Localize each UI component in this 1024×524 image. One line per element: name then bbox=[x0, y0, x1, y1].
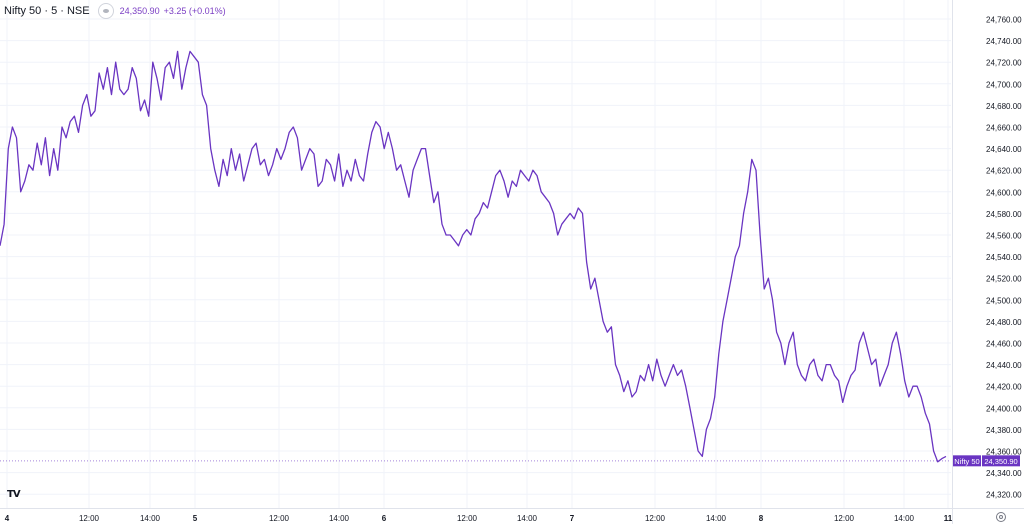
x-tick-label: 14:00 bbox=[140, 514, 161, 523]
y-tick-label: 24,660.00 bbox=[986, 124, 1022, 133]
y-tick-label: 24,700.00 bbox=[986, 80, 1022, 89]
y-tick-label: 24,460.00 bbox=[986, 340, 1022, 349]
last-price: 24,350.90 bbox=[119, 6, 160, 16]
x-tick-label: 5 bbox=[193, 514, 198, 523]
series-name-tag bbox=[953, 455, 981, 467]
y-tick-label: 24,640.00 bbox=[986, 145, 1022, 154]
y-tick-label: 24,620.00 bbox=[986, 167, 1022, 176]
y-tick-label: 24,540.00 bbox=[986, 253, 1022, 262]
x-tick-label: 7 bbox=[570, 514, 575, 523]
x-tick-label: 12:00 bbox=[645, 514, 666, 523]
x-tick-label: 14:00 bbox=[894, 514, 915, 523]
x-tick-label: 12:00 bbox=[269, 514, 290, 523]
y-tick-label: 24,320.00 bbox=[986, 491, 1022, 500]
y-tick-label: 24,500.00 bbox=[986, 296, 1022, 305]
x-tick-label: 12:00 bbox=[79, 514, 100, 523]
y-tick-label: 24,680.00 bbox=[986, 102, 1022, 111]
y-tick-label: 24,480.00 bbox=[986, 318, 1022, 327]
x-tick-label: 12:00 bbox=[834, 514, 855, 523]
x-tick-label: 8 bbox=[759, 514, 764, 523]
last-price-tag bbox=[982, 455, 1020, 467]
x-tick-label: 11 bbox=[944, 514, 953, 523]
last-price-label: 24,350.90 bbox=[984, 457, 1017, 466]
y-tick-label: 24,340.00 bbox=[986, 469, 1022, 478]
y-tick-label: 24,440.00 bbox=[986, 361, 1022, 370]
y-tick-label: 24,400.00 bbox=[986, 404, 1022, 413]
tradingview-logo-icon[interactable]: TV bbox=[7, 489, 21, 500]
series-line-nifty-50 bbox=[0, 50, 947, 463]
chart-header: Nifty 50 · 5 · NSE 24,350.90 +3.25 (+0.0… bbox=[4, 3, 226, 19]
x-tick-label: 14:00 bbox=[517, 514, 538, 523]
x-tick-label: 12:00 bbox=[457, 514, 478, 523]
y-tick-label: 24,380.00 bbox=[986, 426, 1022, 435]
eye-icon[interactable] bbox=[97, 3, 114, 19]
y-tick-label: 24,580.00 bbox=[986, 210, 1022, 219]
x-tick-label: 6 bbox=[382, 514, 387, 523]
y-tick-label: 24,740.00 bbox=[986, 37, 1022, 46]
y-tick-label: 24,360.00 bbox=[986, 448, 1022, 457]
gear-icon[interactable] bbox=[996, 512, 1006, 522]
y-tick-label: 24,720.00 bbox=[986, 59, 1022, 68]
y-tick-label: 24,560.00 bbox=[986, 232, 1022, 241]
y-tick-label: 24,760.00 bbox=[986, 16, 1022, 25]
series-name-label: Nifty 50 bbox=[954, 457, 979, 466]
x-tick-label: 14:00 bbox=[329, 514, 350, 523]
x-tick-label: 4 bbox=[5, 514, 10, 523]
y-tick-label: 24,600.00 bbox=[986, 188, 1022, 197]
symbol-label[interactable]: Nifty 50 · 5 · NSE bbox=[4, 5, 90, 17]
x-tick-label: 14:00 bbox=[706, 514, 727, 523]
price-change: +3.25 (+0.01%) bbox=[163, 6, 226, 16]
y-tick-label: 24,420.00 bbox=[986, 383, 1022, 392]
y-tick-label: 24,520.00 bbox=[986, 275, 1022, 284]
